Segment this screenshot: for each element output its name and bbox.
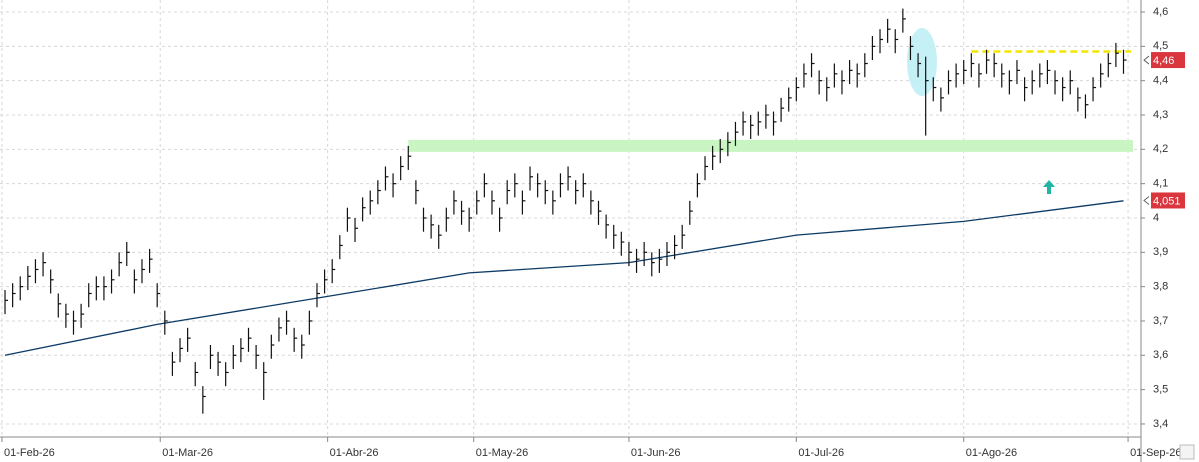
- x-tick-label: 01-Feb-26: [4, 447, 55, 459]
- y-tick-label: 4,2: [1153, 143, 1168, 155]
- y-tick-label: 3,4: [1153, 418, 1168, 430]
- level-band: [408, 139, 1134, 152]
- y-tick-label: 3,8: [1153, 281, 1168, 293]
- highlight-ellipse: [907, 28, 937, 96]
- plot-area: [0, 0, 1141, 437]
- axes: 4,6 4,5 4,4 4,3 4,2 4,1 4 3,9 3,8 3,7 3,6 3,5 3,4 01-…: [1, 6, 1185, 459]
- x-tick-label: 01-Jul-26: [798, 447, 844, 459]
- up-arrow: [1043, 180, 1055, 194]
- x-tick-label: 01-Abr-26: [330, 447, 379, 459]
- y-tick-label: 4,1: [1153, 178, 1168, 190]
- x-tick-label: 01-Jun-26: [631, 447, 681, 459]
- right-axis-panel: [1141, 0, 1199, 462]
- x-tick-label: 01-Sep-26: [1130, 447, 1181, 459]
- price-tag-label: 4,051: [1153, 195, 1181, 207]
- price-tag: [1151, 52, 1185, 69]
- y-tick-label: 3,6: [1153, 349, 1168, 361]
- scroll-button[interactable]: [1179, 444, 1195, 460]
- y-tick-label: 4,3: [1153, 109, 1168, 121]
- y-tick-label: 4: [1153, 212, 1159, 224]
- overlay: [4, 8, 1132, 414]
- y-tick-label: 4,4: [1153, 75, 1168, 87]
- x-tick-label: 01-Mar-26: [162, 447, 213, 459]
- x-tick-label: 01-May-26: [476, 447, 529, 459]
- x-tick-label: 01-Ago-26: [966, 447, 1017, 459]
- price-pointer: [1143, 55, 1150, 65]
- y-tick-label: 3,7: [1153, 315, 1168, 327]
- price-tag-label: 4,46: [1153, 55, 1174, 67]
- y-tick-label: 4,6: [1153, 6, 1168, 18]
- y-tick-label: 3,5: [1153, 384, 1168, 396]
- bottom-axis-panel: [0, 437, 1141, 462]
- price-pointer: [1143, 196, 1150, 205]
- y-tick-label: 3,9: [1153, 246, 1168, 258]
- y-tick-label: 4,5: [1153, 40, 1168, 52]
- moving-average: [4, 200, 1124, 356]
- price-tag: [1151, 192, 1185, 209]
